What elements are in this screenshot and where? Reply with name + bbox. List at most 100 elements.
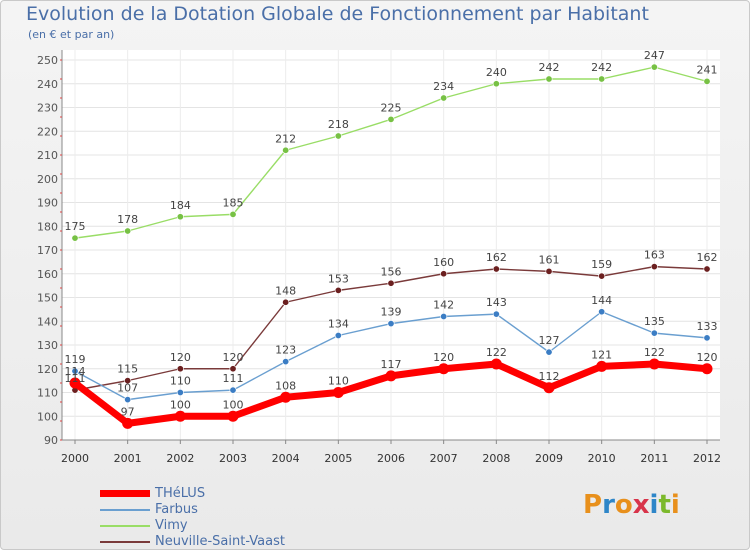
data-point [124,227,132,235]
x-tick-label: 2010 [588,452,616,465]
data-label: 159 [591,258,612,271]
data-label: 115 [117,363,138,376]
data-label: 178 [117,213,138,226]
data-point [387,320,395,328]
data-point [492,265,500,273]
data-point [385,370,397,382]
data-point [124,377,132,385]
data-label: 120 [697,351,718,364]
data-point [648,358,660,370]
legend-label: Neuville-Saint-Vaast [155,534,285,549]
logo-letter: i [670,490,680,520]
y-tick-label: 100 [37,410,58,423]
logo-letter: x [632,490,650,520]
data-label: 120 [170,351,191,364]
data-label: 133 [697,320,718,333]
data-point [650,263,658,271]
data-label: 242 [539,61,560,74]
logo-letter: i [649,490,659,520]
x-tick-label: 2004 [272,452,300,465]
y-tick-label: 140 [37,315,58,328]
legend-label: Farbus [155,502,198,517]
data-label: 112 [539,370,560,383]
x-tick-label: 2005 [324,452,352,465]
y-tick-label: 250 [37,54,58,67]
y-tick-label: 180 [37,220,58,233]
data-point [334,132,342,140]
logo-letter: t [658,490,671,520]
data-label: 111 [223,372,244,385]
y-tick-label: 90 [44,434,58,447]
data-point [650,329,658,337]
data-label: 119 [65,353,86,366]
x-tick-label: 2007 [430,452,458,465]
data-label: 120 [433,351,454,364]
y-tick-label: 150 [37,292,58,305]
data-point [229,365,237,373]
y-tick-label: 220 [37,125,58,138]
data-label: 110 [170,375,191,388]
data-label: 108 [275,379,296,392]
chart-title: Evolution de la Dotation Globale de Fonc… [26,3,649,25]
data-point [282,146,290,154]
data-label: 107 [117,382,138,395]
data-point [334,331,342,339]
data-label: 122 [486,346,507,359]
data-point [598,308,606,316]
data-point [176,213,184,221]
data-point [703,77,711,85]
data-point [176,365,184,373]
legend-swatch [100,509,150,511]
data-point [69,377,81,389]
data-label: 241 [697,63,718,76]
data-point [440,270,448,278]
x-tick-label: 2002 [166,452,194,465]
data-label: 218 [328,118,349,131]
data-label: 156 [381,265,402,278]
data-point [124,396,132,404]
data-point [545,348,553,356]
data-label: 144 [591,294,612,307]
legend-swatch [100,541,150,543]
x-tick-label: 2000 [61,452,89,465]
data-label: 162 [697,251,718,264]
data-point [701,363,713,375]
data-label: 100 [170,398,191,411]
data-label: 242 [591,61,612,74]
data-label: 123 [275,344,296,357]
data-point [438,363,450,375]
y-tick-label: 120 [37,363,58,376]
x-tick-label: 2001 [114,452,142,465]
data-label: 225 [381,101,402,114]
chart-subtitle: (en € et par an) [28,28,115,41]
data-label: 162 [486,251,507,264]
data-label: 161 [539,253,560,266]
data-point [596,360,608,372]
y-tick-label: 160 [37,268,58,281]
data-label: 185 [223,196,244,209]
x-tick-label: 2003 [219,452,247,465]
data-point [650,63,658,71]
line-chart: 90 100 110 120 130 140 150 160 170 180 190 200 210 22… [37,49,721,465]
y-tick-label: 230 [37,102,58,115]
data-label: 122 [644,346,665,359]
data-label: 110 [328,375,349,388]
data-label: 184 [170,199,191,212]
data-point [282,298,290,306]
logo-letter: r [602,490,615,520]
data-point [332,387,344,398]
data-label: 100 [223,398,244,411]
data-point [229,210,237,218]
data-label: 117 [381,358,402,371]
data-label: 111 [65,372,86,385]
data-point [282,358,290,366]
data-label: 163 [644,249,665,262]
data-point [492,310,500,318]
data-point [174,410,186,422]
data-label: 153 [328,272,349,285]
data-label: 175 [65,220,86,233]
x-tick-label: 2012 [693,452,721,465]
data-label: 127 [539,334,560,347]
data-label: 139 [381,306,402,319]
data-label: 143 [486,296,507,309]
